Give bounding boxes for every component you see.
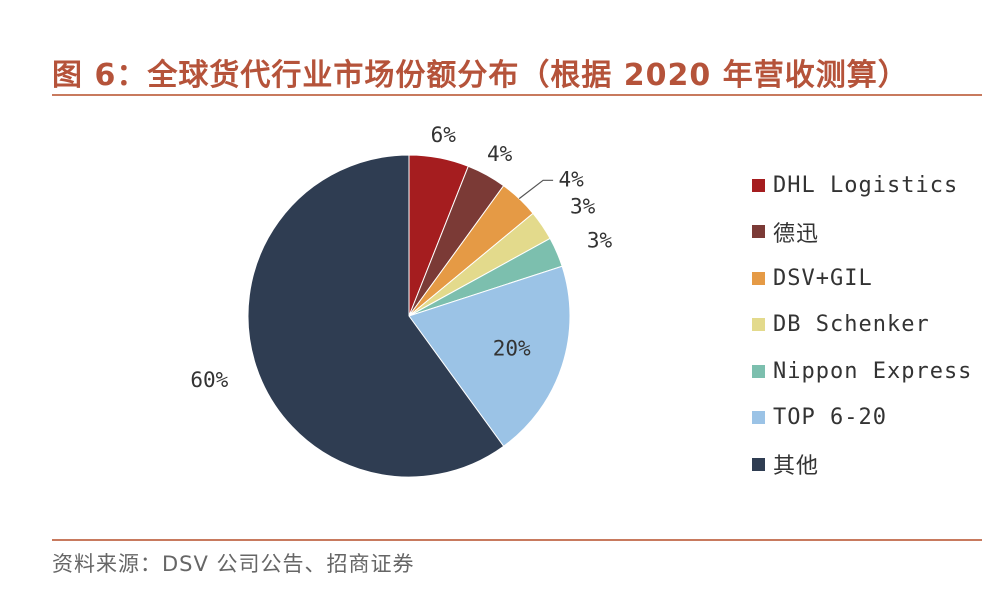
legend-item-6: TOP 6-20 xyxy=(752,395,972,442)
slice-label-4: 3% xyxy=(570,195,596,219)
pie-slices xyxy=(247,154,571,478)
title-divider xyxy=(52,94,982,96)
legend-label: TOP 6-20 xyxy=(773,405,887,431)
slice-label-7: 60% xyxy=(190,368,228,392)
legend-item-2: 德迅 xyxy=(752,209,972,256)
slice-labels: 6% 4% 4% 3% 3% 20% 60% xyxy=(190,123,612,392)
source-note: 资料来源：DSV 公司公告、招商证券 xyxy=(52,552,415,576)
legend-item-3: DSV+GIL xyxy=(752,255,972,302)
slice-label-2: 4% xyxy=(487,142,513,166)
pie-slice-6 xyxy=(408,265,571,447)
legend-item-4: DB Schenker xyxy=(752,302,972,349)
slice-label-6: 20% xyxy=(493,336,531,360)
legend-label: 德迅 xyxy=(773,221,820,247)
legend-label: DHL Logistics xyxy=(773,172,959,198)
legend-swatch xyxy=(752,457,765,471)
legend-swatch xyxy=(752,178,765,192)
pie-slice-7 xyxy=(247,154,505,478)
chart-legend: DHL Logistics 德迅 DSV+GIL DB Schenker Nippon … xyxy=(752,162,972,488)
legend-swatch xyxy=(752,411,765,425)
legend-label: Nippon Express xyxy=(773,358,973,384)
legend-item-1: DHL Logistics xyxy=(752,162,972,209)
legend-item-5: Nippon Express xyxy=(752,348,972,395)
leader-line-3 xyxy=(518,179,554,200)
legend-item-7: 其他 xyxy=(752,441,972,488)
slice-label-5: 3% xyxy=(587,228,613,252)
legend-swatch xyxy=(752,271,765,285)
slice-label-1: 6% xyxy=(431,123,457,147)
legend-swatch xyxy=(752,225,765,239)
legend-label: DSV+GIL xyxy=(773,265,873,291)
legend-swatch xyxy=(752,364,765,378)
slice-label-3: 4% xyxy=(558,167,584,191)
source-divider xyxy=(52,539,982,541)
leader-lines xyxy=(518,179,554,200)
legend-label: DB Schenker xyxy=(773,312,930,338)
legend-swatch xyxy=(752,318,765,332)
legend-label: 其他 xyxy=(773,454,820,480)
figure-title: 图 6：全球货代行业市场份额分布（根据 2020 年营收测算） xyxy=(52,58,909,93)
